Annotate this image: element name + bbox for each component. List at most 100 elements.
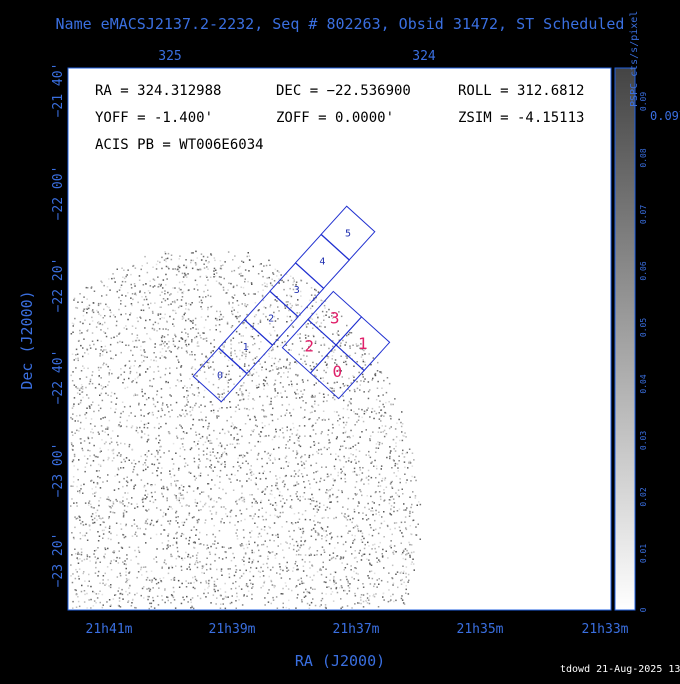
pixel xyxy=(327,356,330,358)
pixel xyxy=(406,451,408,454)
pixel xyxy=(357,602,359,604)
pixel xyxy=(369,595,371,597)
pixel xyxy=(211,469,214,472)
pixel xyxy=(75,518,78,520)
pixel xyxy=(261,491,263,493)
pixel xyxy=(120,284,123,286)
pixel xyxy=(99,302,102,305)
pixel xyxy=(270,403,272,405)
pixel xyxy=(289,543,291,545)
pixel xyxy=(133,283,136,285)
pixel xyxy=(295,283,297,286)
pixel xyxy=(181,443,184,445)
pixel xyxy=(143,415,145,417)
pixel xyxy=(271,357,273,359)
pixel xyxy=(365,514,367,516)
pixel xyxy=(377,395,380,397)
pixel xyxy=(168,350,171,352)
pixel xyxy=(140,354,143,357)
pixel xyxy=(177,291,179,293)
pixel xyxy=(129,370,132,373)
pixel xyxy=(136,394,139,396)
pixel xyxy=(170,476,172,478)
pixel xyxy=(196,284,198,286)
pixel xyxy=(345,575,348,578)
pixel xyxy=(396,510,399,512)
pixel xyxy=(149,379,151,382)
pixel xyxy=(258,360,260,362)
pixel xyxy=(170,555,172,558)
pixel xyxy=(82,492,84,494)
pixel xyxy=(85,417,87,419)
pixel xyxy=(87,585,89,587)
pixel xyxy=(117,425,120,427)
pixel xyxy=(283,556,285,559)
pixel xyxy=(135,381,138,384)
pixel xyxy=(198,538,200,540)
pixel xyxy=(369,583,372,585)
pixel xyxy=(352,344,354,346)
pixel xyxy=(321,310,324,313)
pixel xyxy=(233,383,235,385)
pixel xyxy=(153,607,156,609)
pixel xyxy=(72,481,75,483)
pixel xyxy=(211,576,213,579)
pixel xyxy=(174,480,176,482)
pixel xyxy=(334,479,336,481)
pixel xyxy=(323,549,325,551)
pixel xyxy=(195,477,197,479)
pixel xyxy=(185,586,188,588)
pixel xyxy=(230,351,233,353)
pixel xyxy=(287,376,289,378)
pixel xyxy=(75,606,78,608)
pixel xyxy=(362,606,365,608)
pixel xyxy=(167,334,169,336)
pixel xyxy=(131,293,134,295)
pixel xyxy=(197,395,199,397)
pixel xyxy=(190,601,192,604)
pixel xyxy=(152,266,154,268)
pixel xyxy=(392,498,395,500)
pixel xyxy=(235,392,238,394)
pixel xyxy=(163,452,165,454)
pixel xyxy=(401,532,403,534)
pixel xyxy=(192,576,194,579)
pixel xyxy=(376,370,379,372)
pixel xyxy=(336,555,339,557)
pixel xyxy=(207,262,209,264)
pixel xyxy=(111,277,113,280)
pixel xyxy=(239,315,241,317)
pixel xyxy=(274,557,277,559)
pixel xyxy=(73,453,76,456)
pixel xyxy=(263,526,266,528)
pixel xyxy=(310,435,312,438)
pixel xyxy=(108,505,110,507)
pixel xyxy=(185,265,188,267)
pixel xyxy=(78,389,81,391)
pixel xyxy=(405,436,407,438)
pixel xyxy=(134,360,136,362)
pixel xyxy=(251,593,253,596)
x-tick-label: 21h39m xyxy=(209,622,256,637)
pixel xyxy=(236,595,238,598)
pixel xyxy=(125,590,127,593)
pixel xyxy=(324,361,327,363)
pixel xyxy=(205,377,207,380)
pixel xyxy=(170,254,173,256)
pixel xyxy=(104,572,106,575)
pixel xyxy=(175,452,177,454)
pixel xyxy=(187,582,190,584)
pixel xyxy=(173,474,176,477)
pixel xyxy=(263,388,265,390)
pixel xyxy=(224,461,226,463)
pixel xyxy=(177,522,179,524)
pixel xyxy=(328,308,330,311)
pixel xyxy=(251,328,254,330)
pixel xyxy=(103,442,106,445)
pixel xyxy=(202,332,204,334)
pixel xyxy=(241,492,243,495)
pixel xyxy=(210,342,212,345)
pixel xyxy=(353,379,355,382)
pixel xyxy=(226,323,229,325)
pixel xyxy=(394,464,396,467)
